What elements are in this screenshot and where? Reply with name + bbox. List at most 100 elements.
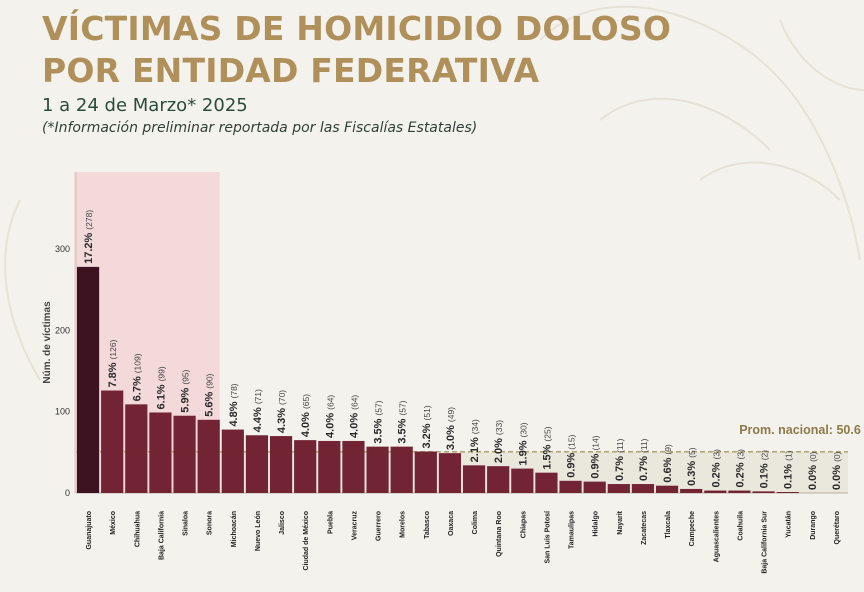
count-label: (64) xyxy=(349,395,359,410)
percent-label: 4.4% xyxy=(252,407,264,432)
count-label: (11) xyxy=(639,438,649,453)
bar xyxy=(583,481,606,493)
percent-label: 4.0% xyxy=(348,413,360,438)
bar-value-label: 0.9% (15) xyxy=(566,434,578,477)
bar xyxy=(294,440,317,493)
percent-label: 0.1% xyxy=(759,463,771,488)
bar xyxy=(76,266,100,493)
percent-label: 0.1% xyxy=(783,464,795,489)
x-tick-label: Jalisco xyxy=(279,511,286,535)
count-label: (126) xyxy=(108,339,118,359)
count-label: (278) xyxy=(84,210,94,230)
percent-label: 5.6% xyxy=(204,392,216,417)
count-label: (65) xyxy=(301,394,311,409)
x-tick-label: Zacatecas xyxy=(641,511,648,545)
percent-label: 0.7% xyxy=(638,456,650,481)
percent-label: 0.0% xyxy=(807,465,819,490)
bar xyxy=(366,446,389,493)
count-label: (109) xyxy=(132,353,142,373)
bar-value-label: 4.3% (70) xyxy=(276,390,288,433)
bar-value-label: 1.5% (25) xyxy=(541,426,553,469)
bar xyxy=(631,484,655,493)
x-tick-label: Tabasco xyxy=(424,511,431,539)
bar xyxy=(318,440,341,493)
bar xyxy=(245,435,269,493)
average-label: Prom. nacional: 50.6 xyxy=(739,423,861,437)
bar xyxy=(704,490,727,493)
x-tick-label: Quintana Roo xyxy=(496,511,503,557)
bar-value-label: 0.6% (9) xyxy=(662,444,674,483)
x-tick-label: Tlaxcala xyxy=(665,511,672,539)
percent-label: 0.7% xyxy=(614,456,626,481)
x-tick-label: Nuevo León xyxy=(255,511,262,551)
bar-value-label: 0.1% (2) xyxy=(759,450,771,489)
percent-label: 0.3% xyxy=(686,461,698,486)
x-tick-label: Coahuila xyxy=(737,511,744,541)
x-tick-label: Guanajuato xyxy=(86,511,93,550)
count-label: (95) xyxy=(181,369,191,384)
bar xyxy=(342,440,365,493)
percent-label: 4.3% xyxy=(276,408,288,433)
percent-label: 2.0% xyxy=(493,438,505,463)
x-tick-label: Chihuahua xyxy=(134,511,141,547)
percent-label: 7.8% xyxy=(107,362,119,387)
preliminary-note: (*Información preliminar reportada por l… xyxy=(42,120,478,136)
bar xyxy=(776,492,799,493)
x-tick-label: Puebla xyxy=(327,511,334,534)
x-tick-label: Veracruz xyxy=(351,511,358,541)
bar xyxy=(559,480,582,493)
x-tick-label: Morelos xyxy=(400,511,407,538)
bar-value-label: 4.0% (65) xyxy=(300,394,312,437)
count-label: (70) xyxy=(277,390,287,405)
bar-value-label: 17.2% (278) xyxy=(83,210,95,264)
bar xyxy=(511,468,534,493)
x-tick-label: Guerrero xyxy=(376,511,383,541)
bar-value-label: 4.0% (64) xyxy=(348,395,360,438)
percent-label: 0.9% xyxy=(590,453,602,478)
count-label: (90) xyxy=(205,373,215,388)
title-line-1: VÍCTIMAS DE HOMICIDIO DOLOSO xyxy=(42,9,672,48)
percent-label: 0.2% xyxy=(710,462,722,487)
bar-value-label: 0.0% (0) xyxy=(831,451,843,490)
bar-value-label: 1.9% (30) xyxy=(517,422,529,465)
bar-value-label: 0.7% (11) xyxy=(614,438,626,481)
bar-value-label: 0.3% (5) xyxy=(686,447,698,486)
bar-value-label: 0.7% (11) xyxy=(638,438,650,481)
x-tick-label: México xyxy=(110,511,117,535)
bar xyxy=(197,419,220,493)
bar-value-label: 6.1% (99) xyxy=(155,366,167,409)
bar-value-label: 4.8% (78) xyxy=(228,383,240,426)
bar-value-label: 0.0% (0) xyxy=(807,451,819,490)
y-tick-label: 0 xyxy=(65,488,70,498)
x-tick-label: Oaxaca xyxy=(448,511,455,536)
x-tick-label: Hidalgo xyxy=(593,511,600,537)
count-label: (33) xyxy=(494,420,504,435)
x-tick-label: Sinaloa xyxy=(183,511,190,536)
bar-value-label: 3.5% (57) xyxy=(373,400,385,443)
period-subtitle: 1 a 24 de Marzo* 2025 xyxy=(42,95,248,116)
bar xyxy=(752,491,775,493)
x-tick-label: Tamaulipas xyxy=(569,511,576,549)
bar-value-label: 0.2% (3) xyxy=(710,449,722,488)
x-tick-label: Baja California Sur xyxy=(762,511,769,574)
percent-label: 3.2% xyxy=(421,423,433,448)
title-line-2: POR ENTIDAD FEDERATIVA xyxy=(42,51,540,90)
percent-label: 0.6% xyxy=(662,457,674,482)
bar xyxy=(149,412,172,493)
bar xyxy=(462,465,486,493)
count-label: (64) xyxy=(325,395,335,410)
bar-value-label: 6.7% (109) xyxy=(131,353,143,401)
count-label: (0) xyxy=(808,451,818,462)
count-label: (3) xyxy=(735,449,745,460)
x-tick-label: Yucatán xyxy=(786,511,793,538)
percent-label: 3.5% xyxy=(397,418,409,443)
percent-label: 5.9% xyxy=(180,387,192,412)
x-tick-label: Chiapas xyxy=(520,511,527,538)
y-axis-label: Núm. de víctimas xyxy=(42,301,53,384)
percent-label: 3.5% xyxy=(373,418,385,443)
percent-label: 4.0% xyxy=(324,413,336,438)
x-tick-label: Baja California xyxy=(158,511,165,560)
count-label: (30) xyxy=(518,422,528,437)
